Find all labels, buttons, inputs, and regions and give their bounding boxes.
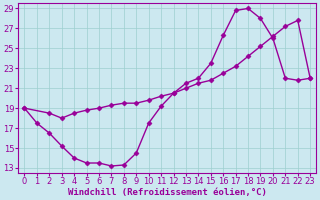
X-axis label: Windchill (Refroidissement éolien,°C): Windchill (Refroidissement éolien,°C) bbox=[68, 188, 267, 197]
